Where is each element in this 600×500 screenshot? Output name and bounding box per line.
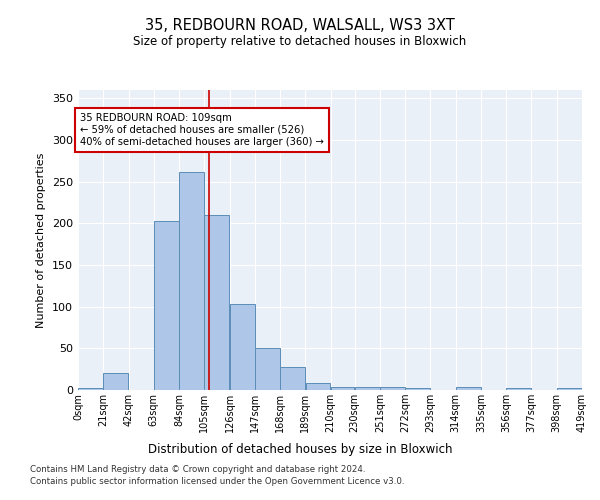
Bar [255, 348, 280, 390]
Bar [280, 366, 305, 390]
Text: Distribution of detached houses by size in Bloxwich: Distribution of detached houses by size … [148, 442, 452, 456]
Text: Contains HM Land Registry data © Crown copyright and database right 2024.: Contains HM Land Registry data © Crown c… [30, 465, 365, 474]
Text: 35 REDBOURN ROAD: 109sqm
← 59% of detached houses are smaller (526)
40% of semi-: 35 REDBOURN ROAD: 109sqm ← 59% of detach… [80, 114, 324, 146]
Bar [78, 388, 103, 390]
Bar [230, 304, 254, 390]
Bar [557, 388, 582, 390]
Y-axis label: Number of detached properties: Number of detached properties [37, 152, 46, 328]
Bar [456, 386, 481, 390]
Bar [103, 374, 128, 390]
Bar [154, 221, 179, 390]
Bar [179, 172, 204, 390]
Text: Contains public sector information licensed under the Open Government Licence v3: Contains public sector information licen… [30, 477, 404, 486]
Bar [406, 388, 430, 390]
Bar [331, 386, 355, 390]
Bar [355, 386, 380, 390]
Bar [380, 386, 405, 390]
Bar [506, 388, 531, 390]
Text: Size of property relative to detached houses in Bloxwich: Size of property relative to detached ho… [133, 35, 467, 48]
Bar [205, 215, 229, 390]
Text: 35, REDBOURN ROAD, WALSALL, WS3 3XT: 35, REDBOURN ROAD, WALSALL, WS3 3XT [145, 18, 455, 32]
Bar [305, 384, 331, 390]
